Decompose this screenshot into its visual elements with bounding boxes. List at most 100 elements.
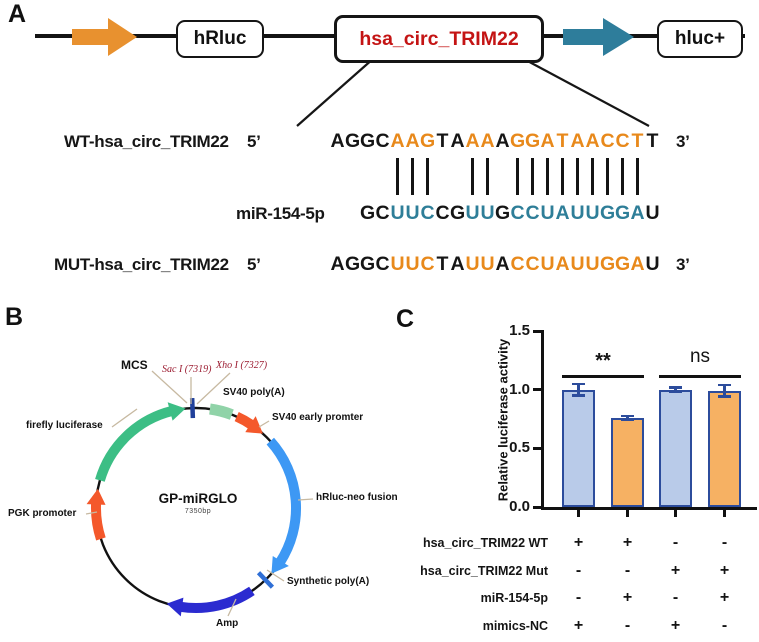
significance-label: ns — [689, 346, 711, 367]
plasmid-arrowhead-firefly-luciferase — [167, 402, 186, 421]
seq-letter: G — [510, 130, 526, 152]
plasmid-feature-arc-sv40-early-promoter — [234, 412, 255, 430]
assay-row-label: mimics-NC — [482, 619, 548, 633]
downstream-promoter-arrow-icon — [563, 18, 634, 56]
assay-condition-value: - — [721, 534, 728, 551]
base-pair-line — [606, 158, 609, 195]
bar — [611, 417, 644, 507]
y-tick-label: 1.5 — [509, 322, 530, 339]
assay-row-label: miR-154-5p — [480, 591, 548, 605]
seq-letter: C — [420, 202, 435, 224]
leader-line-hrluc-neo-fusion — [297, 498, 314, 501]
seq-letter: T — [631, 130, 644, 152]
plasmid-arrowhead-amp — [166, 597, 184, 617]
error-bar-cap — [621, 415, 634, 418]
significance-line — [562, 375, 644, 379]
seq-letter: A — [630, 253, 645, 275]
seq-letter: C — [615, 130, 630, 152]
seq-letter: G — [495, 202, 511, 224]
base-pair-line — [471, 158, 474, 195]
seq-letter: A — [465, 130, 480, 152]
bar — [562, 389, 595, 507]
panel-b-label: B — [5, 303, 24, 331]
seq-letter: C — [525, 202, 540, 224]
base-pair-line — [621, 158, 624, 195]
significance-line — [659, 375, 741, 379]
plasmid-site-tick-synthetic-polya — [256, 571, 275, 589]
leader-line-xho1 — [196, 372, 231, 405]
plasmid-feature-arc-sv40-polya — [209, 403, 234, 420]
seq-letter: A — [405, 130, 420, 152]
seq-letter: C — [525, 253, 540, 275]
seq-letter: G — [615, 253, 631, 275]
seq-letter: G — [600, 253, 616, 275]
base-pair-line — [576, 158, 579, 195]
seq-letter: U — [405, 253, 420, 275]
leader-line-amp — [227, 598, 237, 617]
seq-letter: C — [375, 202, 390, 224]
seq-letter: G — [600, 202, 616, 224]
assay-condition-value: - — [575, 562, 582, 579]
bar — [659, 389, 692, 507]
error-bar-cap — [621, 418, 634, 421]
mir-sequence-label: miR-154-5p — [236, 204, 325, 223]
error-bar-cap — [718, 395, 731, 398]
plasmid-name: GP-miRGLO — [158, 491, 238, 506]
plasmid-feature-arc-amp — [179, 586, 255, 614]
plasmid-label-sv40-polya: SV40 poly(A) — [223, 387, 285, 398]
seq-letter: A — [585, 130, 600, 152]
plasmid-label-synthetic-polya: Synthetic poly(A) — [287, 576, 370, 587]
seq-letter: G — [345, 130, 361, 152]
error-bar-cap — [572, 382, 585, 386]
assay-row-label: hsa_circ_TRIM22 Mut — [420, 564, 548, 578]
seq-letter: A — [390, 130, 405, 152]
plasmid-label-xho1: Xho I (7327) — [216, 360, 268, 371]
seq-letter: T — [436, 253, 449, 275]
plasmid-label-amp: Amp — [216, 618, 239, 629]
y-axis-tick — [533, 329, 542, 333]
leader-line-firefly-luciferase — [111, 408, 138, 428]
leader-line-sv40-early-promoter — [258, 420, 270, 428]
seq-letter: U — [570, 253, 585, 275]
wt-five-prime: 5’ — [247, 132, 261, 151]
mut-sequence-label: MUT-hsa_circ_TRIM22 — [54, 255, 229, 274]
plasmid-arrowhead-pgk-promoter — [86, 488, 106, 505]
seq-letter: U — [465, 253, 480, 275]
assay-condition-value: + — [573, 534, 584, 551]
assay-condition-value: - — [672, 534, 679, 551]
seq-letter: T — [436, 130, 449, 152]
seq-letter: A — [555, 253, 570, 275]
y-axis-title: Relative luciferase activity — [495, 338, 511, 502]
upstream-promoter-arrow-icon — [72, 18, 137, 56]
base-pair-line — [396, 158, 399, 195]
plasmid-feature-arc-hrluc-neo-fusion — [266, 437, 302, 566]
seq-letter: G — [360, 253, 376, 275]
seq-letter: U — [390, 253, 405, 275]
plasmid-label-firefly-luciferase: firefly luciferase — [26, 420, 103, 431]
assay-condition-value: + — [573, 617, 584, 634]
x-axis-tick — [626, 509, 629, 517]
error-bar-whisker — [674, 387, 677, 392]
seq-letter: C — [510, 253, 525, 275]
seq-letter: U — [585, 202, 600, 224]
seq-letter: U — [390, 202, 405, 224]
hluc-gene-box: hluc+ — [657, 20, 743, 58]
leader-line-mcs — [151, 370, 188, 404]
seq-letter: U — [585, 253, 600, 275]
seq-letter: U — [645, 253, 660, 275]
plasmid-feature-arc-pgk-promoter — [90, 502, 106, 541]
base-pair-line — [486, 158, 489, 195]
leader-line-synthetic-polya — [266, 569, 285, 582]
seq-letter: G — [345, 253, 361, 275]
y-axis-tick — [533, 446, 542, 450]
seq-letter: A — [570, 130, 585, 152]
assay-condition-value: + — [622, 534, 633, 551]
seq-letter: U — [480, 202, 495, 224]
seq-letter: C — [375, 253, 390, 275]
bar — [708, 390, 741, 507]
seq-letter: T — [556, 130, 569, 152]
assay-condition-value: + — [670, 562, 681, 579]
